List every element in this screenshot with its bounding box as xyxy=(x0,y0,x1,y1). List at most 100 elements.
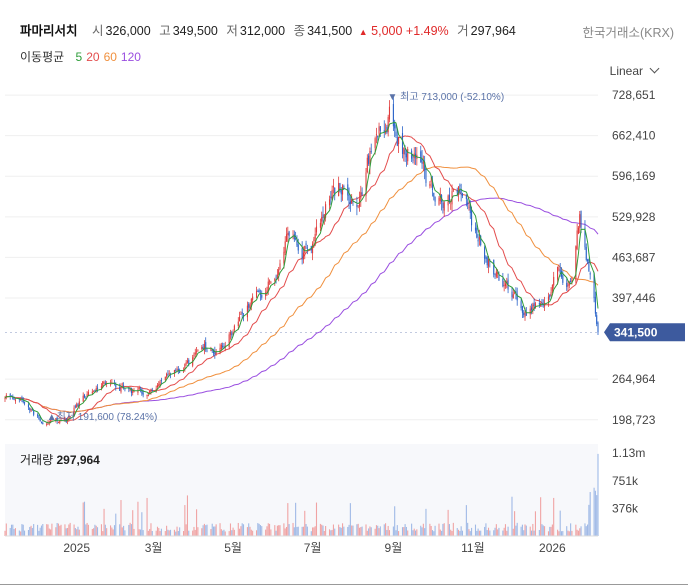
candle-body xyxy=(21,397,23,400)
candle-body xyxy=(50,420,52,422)
volume-bar xyxy=(429,523,431,536)
candle-body xyxy=(69,416,71,418)
candle-body xyxy=(164,376,166,381)
candle-body xyxy=(91,391,93,394)
ma5-line-group xyxy=(4,121,599,424)
volume-bar xyxy=(493,530,495,536)
volume-bar xyxy=(129,522,131,536)
scale-mode-dropdown[interactable]: Linear xyxy=(610,63,660,78)
volume-bar xyxy=(542,525,544,536)
volume-bar xyxy=(201,528,203,536)
volume-bar xyxy=(94,524,96,536)
candle-body xyxy=(175,370,177,371)
volume-bar xyxy=(82,502,84,536)
time-tick-label: 9월 xyxy=(385,541,403,555)
volume-bar xyxy=(164,531,166,536)
volume-bar xyxy=(186,495,189,536)
volume-bar xyxy=(292,522,294,536)
volume-bar xyxy=(594,490,596,536)
candle-body xyxy=(96,387,99,389)
volume-panel-title: 거래량 297,964 xyxy=(20,453,100,467)
volume-bar xyxy=(30,525,32,536)
candle-body xyxy=(315,226,318,233)
candle-body xyxy=(110,383,112,385)
candle-body xyxy=(420,151,422,163)
candle-body xyxy=(398,136,400,145)
volume-bar xyxy=(276,525,278,536)
volume-bar xyxy=(20,531,22,536)
volume-bar xyxy=(467,522,469,536)
volume-bar xyxy=(456,528,458,536)
volume-bar xyxy=(516,522,518,536)
volume-bar xyxy=(383,524,385,536)
candle-body xyxy=(285,234,288,242)
candle-body xyxy=(176,368,178,370)
volume-bar xyxy=(18,530,20,536)
volume-bar xyxy=(210,529,212,536)
volume-bar xyxy=(401,527,404,536)
candle-body xyxy=(37,414,39,416)
moving-average-legend[interactable]: 이동평균 5 20 60 120 xyxy=(20,48,141,65)
current-price-label: 341,500 xyxy=(614,325,658,339)
ma-period-60: 60 xyxy=(103,50,117,64)
candle-body xyxy=(76,404,78,408)
candle-body xyxy=(532,304,534,311)
candle-body xyxy=(332,185,334,188)
volume-bar xyxy=(347,526,349,536)
candle-body xyxy=(547,296,550,304)
candle-body xyxy=(474,227,477,231)
candle-body xyxy=(167,374,169,375)
candle-body xyxy=(494,274,496,275)
candle-body xyxy=(343,186,345,188)
change-value: 5,000 xyxy=(371,24,403,38)
candle-body xyxy=(549,294,551,298)
volume-bar xyxy=(478,530,480,536)
candle-body xyxy=(120,386,122,393)
volume-bar xyxy=(69,522,71,536)
volume-bar xyxy=(348,524,350,536)
price-tick-label: 397,446 xyxy=(612,291,656,305)
candle-body xyxy=(468,206,470,208)
candle-body xyxy=(439,194,441,202)
candle-body xyxy=(365,172,367,197)
volume-bar xyxy=(550,526,552,536)
volume-bar xyxy=(322,525,324,536)
candle-body xyxy=(319,222,321,228)
volume-bar xyxy=(351,525,353,536)
volume-bar xyxy=(103,508,105,536)
candle-body xyxy=(396,137,398,146)
volume-bar xyxy=(150,523,152,536)
candle-body xyxy=(150,388,152,392)
volume-bar xyxy=(334,528,336,536)
volume-bar xyxy=(325,525,327,536)
candle-body xyxy=(395,131,397,136)
candle-body xyxy=(484,247,486,259)
volume-bar xyxy=(580,526,582,536)
volume-bar xyxy=(120,500,122,536)
open-label: 시 xyxy=(92,24,104,38)
volume-bar xyxy=(184,505,186,536)
volume-bar xyxy=(425,508,427,536)
candle-body xyxy=(177,369,179,371)
candle-body xyxy=(452,189,454,191)
candle-body xyxy=(331,189,333,200)
volume-bar xyxy=(388,530,391,536)
volume-bar xyxy=(64,524,66,536)
volume-bar xyxy=(158,528,160,536)
candle-body xyxy=(232,331,234,334)
volume-bar xyxy=(524,524,526,536)
volume-bar xyxy=(560,531,563,536)
candle-body xyxy=(504,283,507,287)
candle-body xyxy=(404,149,406,155)
volume-bar xyxy=(39,527,41,536)
candle-body xyxy=(424,162,426,171)
candle-body xyxy=(422,162,424,164)
volume-bar xyxy=(155,530,157,536)
volume-bar xyxy=(102,531,104,536)
volume-tick-label: 1.13m xyxy=(612,446,645,460)
candle-body xyxy=(459,185,461,187)
volume-label: 거 xyxy=(457,24,469,38)
candle-body xyxy=(306,247,308,249)
candle-body xyxy=(146,394,148,397)
